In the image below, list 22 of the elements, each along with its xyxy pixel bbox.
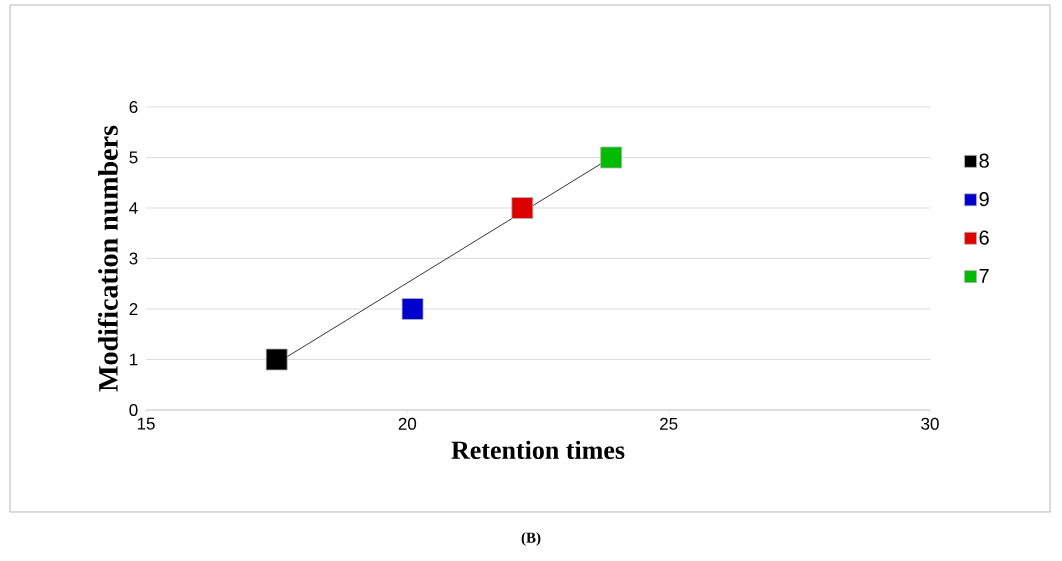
x-tick-label: 20 (398, 417, 417, 430)
y-tick-label: 4 (129, 202, 138, 214)
point (600, 146, 623, 169)
x-tick-label: 15 (137, 417, 155, 430)
y-tick-label: 3 (129, 252, 138, 265)
y-tick-label: 0 (129, 403, 138, 417)
point (265, 348, 288, 371)
text: (B) (521, 532, 541, 546)
point (401, 298, 424, 320)
x-axis-title: Retention times (451, 440, 625, 459)
y-tick-label: 1 (130, 353, 138, 366)
x-tick-label: 25 (660, 417, 678, 430)
legend-label: 7 (979, 269, 989, 283)
x-tick-label: 30 (921, 417, 939, 430)
point (511, 197, 534, 219)
y-tick-label: 6 (129, 100, 138, 114)
legend-label: 6 (979, 230, 989, 245)
y-tick-label: 2 (129, 303, 138, 315)
legend-label: 9 (979, 192, 989, 207)
legend-label: 8 (979, 153, 989, 168)
y-axis-title: Modification numbers (97, 125, 118, 392)
y-tick-label: 5 (129, 151, 138, 164)
